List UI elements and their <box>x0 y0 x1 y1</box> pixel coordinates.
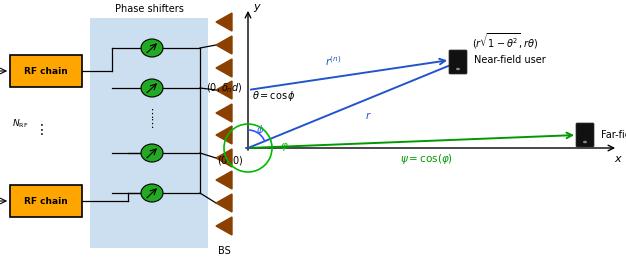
Ellipse shape <box>141 184 163 202</box>
Ellipse shape <box>141 79 163 97</box>
Text: $y$: $y$ <box>253 2 262 14</box>
Text: $(0,0)$: $(0,0)$ <box>217 154 243 167</box>
Text: ⋮: ⋮ <box>146 119 158 129</box>
Text: $N_{\mathrm{RF}}$: $N_{\mathrm{RF}}$ <box>12 118 28 130</box>
Ellipse shape <box>141 39 163 57</box>
Text: $(0,\delta_n d)$: $(0,\delta_n d)$ <box>207 81 243 95</box>
Text: $r$: $r$ <box>364 110 371 121</box>
Polygon shape <box>216 36 232 54</box>
Polygon shape <box>216 194 232 212</box>
Ellipse shape <box>141 144 163 162</box>
Polygon shape <box>216 217 232 235</box>
Polygon shape <box>216 126 232 144</box>
Text: Near-field user: Near-field user <box>474 55 546 65</box>
Text: $r^{(n)}$: $r^{(n)}$ <box>325 54 341 68</box>
FancyBboxPatch shape <box>576 123 594 147</box>
FancyBboxPatch shape <box>449 50 467 74</box>
FancyBboxPatch shape <box>90 18 208 248</box>
Ellipse shape <box>456 68 460 70</box>
Text: Phase shifters: Phase shifters <box>115 4 183 14</box>
Ellipse shape <box>583 141 587 143</box>
Text: $\psi = \cos(\varphi)$: $\psi = \cos(\varphi)$ <box>400 151 453 166</box>
Text: $(r\sqrt{1-\theta^2},r\theta)$: $(r\sqrt{1-\theta^2},r\theta)$ <box>472 31 538 51</box>
Text: $x$: $x$ <box>613 154 622 164</box>
Text: ⋮: ⋮ <box>146 110 158 119</box>
Text: RF chain: RF chain <box>24 196 68 205</box>
Text: $\theta = \cos\phi$: $\theta = \cos\phi$ <box>252 89 296 103</box>
Polygon shape <box>216 13 232 31</box>
FancyBboxPatch shape <box>10 55 82 87</box>
Polygon shape <box>216 104 232 122</box>
Text: RF chain: RF chain <box>24 67 68 75</box>
Polygon shape <box>216 171 232 189</box>
Text: $\phi$: $\phi$ <box>256 123 265 137</box>
Polygon shape <box>216 59 232 77</box>
Polygon shape <box>216 149 232 167</box>
Text: Far-field user: Far-field user <box>601 130 626 140</box>
Text: ⋮: ⋮ <box>35 123 49 137</box>
FancyBboxPatch shape <box>10 185 82 217</box>
Text: BS: BS <box>218 246 230 256</box>
Polygon shape <box>216 81 232 99</box>
Text: $\varphi$: $\varphi$ <box>280 141 289 153</box>
